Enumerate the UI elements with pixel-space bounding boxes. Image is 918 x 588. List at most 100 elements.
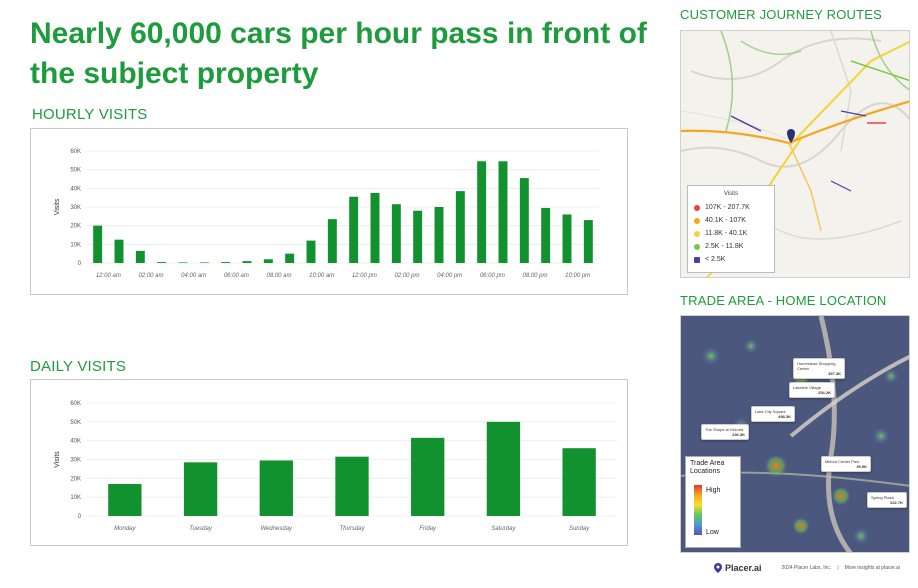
bar: [93, 225, 103, 263]
poi-card[interactable]: Homestead Shopping Center 357.3K: [793, 358, 845, 379]
x-tick-label: Thursday: [339, 526, 365, 532]
y-tick-label: 30K: [70, 458, 81, 464]
x-tick-label: 10:00 am: [309, 273, 334, 279]
y-tick-label: 60K: [70, 149, 81, 155]
bar: [335, 456, 369, 516]
footer: Placer.ai 2024 Placer Labs, Inc. | More …: [714, 560, 914, 576]
bar: [562, 214, 572, 263]
trade-area-legend: Trade Area Locations High Low: [685, 456, 741, 548]
poi-card[interactable]: Lakeline Village 254.2K: [789, 382, 835, 398]
poi-name: Homestead Shopping Center: [797, 361, 836, 371]
x-tick-label: 08:00 am: [266, 273, 291, 279]
heat-scale-bar: [694, 485, 702, 535]
legend-item: 40.1K - 107K: [694, 214, 768, 227]
bar: [562, 448, 596, 516]
routes-legend: Visits 107K - 207.7K 40.1K - 107K 11.8K …: [687, 185, 775, 273]
bar: [391, 204, 401, 263]
y-tick-label: 20K: [70, 476, 81, 482]
daily-visits-svg: 0 10K 20K 30K 40K 50K 60K Visits Monday Tuesday We…: [54, 401, 617, 532]
bar: [242, 261, 252, 263]
bar: [108, 483, 142, 516]
y-tick-label: 50K: [70, 168, 81, 174]
legend-swatch: [694, 230, 700, 237]
legend-swatch: [694, 243, 700, 250]
bar: [370, 193, 380, 263]
hourly-visits-chart: 0 10K 20K 30K 40K 50K 60K Visits 12:00 am 02:00 a…: [30, 128, 628, 295]
poi-name: Lake City Square: [755, 409, 786, 414]
bar: [486, 421, 521, 516]
x-tick-label: Saturday: [491, 526, 516, 532]
routes-label: CUSTOMER JOURNEY ROUTES: [680, 7, 883, 22]
footer-separator: |: [837, 565, 839, 571]
poi-value: 39.9K: [856, 464, 867, 469]
legend-item: < 2.5K: [694, 253, 768, 266]
y-axis-title: Visits: [54, 198, 61, 215]
poi-card[interactable]: Lake City Square 498.3K: [751, 406, 795, 422]
bar: [306, 240, 316, 263]
poi-name: Milford Center Park: [825, 459, 860, 464]
legend-item: 107K - 207.7K: [694, 201, 768, 214]
y-tick-label: 10K: [70, 495, 81, 501]
placer-pin-icon: [714, 563, 722, 573]
legend-item-label: 2.5K - 11.8K: [705, 243, 744, 250]
more-insights-link[interactable]: More insights at placer.ai: [844, 565, 900, 571]
y-axis-title: Visits: [54, 451, 61, 468]
bar: [157, 262, 167, 263]
bar: [135, 250, 145, 263]
poi-name: The Shops at Victoria: [705, 427, 744, 432]
bar: [434, 207, 444, 263]
x-tick-label: Monday: [114, 526, 136, 532]
y-tick-label: 20K: [70, 224, 81, 230]
daily-visits-label: DAILY VISITS: [30, 358, 127, 375]
trade-area-map[interactable]: Homestead Shopping Center 357.3K Lakeline…: [680, 315, 910, 553]
legend-item-label: 107K - 207.7K: [705, 204, 750, 211]
page-title: Nearly 60,000 cars per hour pass in fron…: [30, 17, 647, 90]
bar: [285, 253, 295, 263]
brand-name: Placer.ai: [725, 563, 762, 573]
daily-visits-chart: 0 10K 20K 30K 40K 50K 60K Visits Monday Tuesday We…: [30, 379, 628, 546]
bar: [583, 220, 593, 263]
bar: [519, 178, 529, 263]
x-tick-label: 06:00 am: [224, 273, 249, 279]
trade-legend-title: Trade Area Locations: [690, 460, 725, 475]
poi-value: 498.3K: [778, 414, 791, 419]
heat-low-label: Low: [706, 529, 719, 536]
x-tick-label: Sunday: [569, 526, 590, 532]
x-tick-label: 04:00 pm: [437, 273, 462, 279]
x-tick-label: 08:00 pm: [522, 273, 547, 279]
bar: [221, 262, 231, 263]
x-tick-label: 02:00 pm: [394, 273, 419, 279]
y-tick-label: 0: [78, 261, 82, 267]
placer-logo: Placer.ai: [714, 563, 762, 573]
x-tick-label: 02:00 am: [138, 273, 163, 279]
hourly-visits-svg: 0 10K 20K 30K 40K 50K 60K Visits 12:00 am 02:00 a…: [54, 149, 599, 279]
y-tick-label: 30K: [70, 205, 81, 211]
trade-area-label: TRADE AREA - HOME LOCATION: [680, 293, 887, 308]
y-tick-label: 10K: [70, 242, 81, 248]
legend-item: 2.5K - 11.8K: [694, 240, 768, 253]
legend-swatch: [694, 256, 700, 263]
poi-name: Lakeline Village: [793, 385, 821, 390]
bar: [411, 437, 445, 516]
legend-item-label: 40.1K - 107K: [705, 217, 746, 224]
bar: [199, 262, 209, 264]
poi-value: 246.3K: [732, 432, 745, 437]
heat-high-label: High: [706, 487, 721, 494]
bar: [114, 239, 124, 263]
property-pin-icon: [787, 129, 795, 143]
bar: [455, 191, 465, 263]
hourly-visits-label: HOURLY VISITS: [32, 106, 148, 123]
bar: [498, 161, 508, 263]
poi-card[interactable]: Milford Center Park 39.9K: [821, 456, 871, 472]
poi-card[interactable]: Spring Plaza 222.7K: [867, 492, 907, 508]
x-tick-label: 12:00 am: [96, 273, 121, 279]
bar: [477, 161, 487, 263]
y-tick-label: 40K: [70, 186, 81, 192]
routes-legend-title: Visits: [723, 191, 739, 197]
poi-name: Spring Plaza: [871, 495, 894, 500]
customer-journey-map[interactable]: Visits 107K - 207.7K 40.1K - 107K 11.8K …: [680, 30, 910, 278]
bar: [178, 262, 188, 264]
poi-card[interactable]: The Shops at Victoria 246.3K: [701, 424, 749, 440]
x-tick-label: Friday: [419, 526, 437, 532]
poi-value: 357.3K: [828, 371, 841, 376]
